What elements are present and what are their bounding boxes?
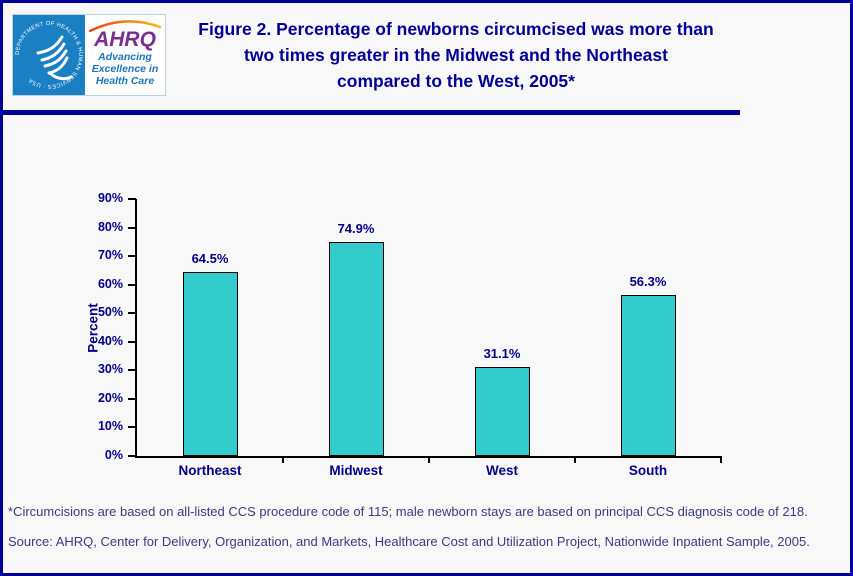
hhs-seal: DEPARTMENT OF HEALTH & HUMAN SERVICES · … — [13, 15, 85, 95]
title-divider — [3, 110, 740, 115]
bar-value-label: 64.5% — [191, 250, 229, 266]
title-line: Figure 2. Percentage of newborns circumc… — [198, 19, 714, 39]
y-tick-label: 90% — [97, 191, 123, 205]
bar-northeast — [182, 271, 238, 456]
y-tick-label: 0% — [104, 448, 123, 462]
x-tick-label: Northeast — [178, 463, 242, 478]
svg-text:DEPARTMENT OF HEALTH & HUMAN S: DEPARTMENT OF HEALTH & HUMAN SERVICES · … — [15, 21, 83, 89]
y-axis-tick — [128, 397, 136, 400]
figure-title: Figure 2. Percentage of newborns circumc… — [170, 16, 742, 94]
y-tick-label: 50% — [97, 305, 123, 320]
bar-south — [620, 295, 676, 456]
x-axis-tick — [720, 456, 722, 463]
bar-value-label: 74.9% — [337, 221, 375, 237]
y-axis-tick — [128, 198, 136, 200]
y-tick-label: 80% — [97, 219, 123, 234]
x-tick-label: South — [628, 463, 668, 478]
y-tick-label: 10% — [97, 419, 123, 434]
y-axis-tick — [128, 426, 136, 429]
bar-value-label: 56.3% — [629, 274, 667, 290]
x-axis-tick — [282, 456, 284, 463]
source-note: Source: AHRQ, Center for Delivery, Organ… — [8, 534, 810, 549]
x-tick-label: Midwest — [329, 463, 383, 478]
tagline-line: Health Care — [95, 75, 155, 87]
ahrq-acronym: AHRQ — [94, 28, 156, 51]
y-tick-label: 20% — [97, 390, 123, 405]
y-tick-label: 30% — [97, 362, 123, 377]
hhs-eagle-icon: DEPARTMENT OF HEALTH & HUMAN SERVICES · … — [15, 21, 83, 89]
y-axis-tick — [128, 226, 136, 229]
ahrq-wordmark: AHRQ Advancing Excellence in Health Care — [85, 15, 165, 95]
y-axis-tick — [128, 255, 136, 258]
hhs-ring-text: DEPARTMENT OF HEALTH & HUMAN SERVICES · … — [15, 21, 83, 89]
footnote: *Circumcisions are based on all-listed C… — [8, 504, 808, 519]
ahrq-tagline: Advancing Excellence in Health Care — [85, 51, 165, 87]
y-tick-label: 70% — [97, 248, 123, 263]
x-tick-label: West — [485, 463, 518, 478]
y-axis-tick — [128, 369, 136, 372]
y-axis-tick — [128, 312, 136, 315]
title-line: two times greater in the Midwest and the… — [244, 45, 668, 65]
x-axis-tick — [428, 456, 430, 463]
tagline-line: Excellence in — [91, 63, 159, 75]
y-axis-tick — [128, 455, 136, 457]
y-tick-label: 40% — [97, 333, 123, 348]
y-axis-tick — [128, 283, 136, 286]
tagline-line: Advancing — [98, 51, 152, 63]
ahrq-hhs-logo: DEPARTMENT OF HEALTH & HUMAN SERVICES · … — [12, 14, 166, 96]
ahrq-swoosh-icon — [88, 20, 162, 32]
y-tick-label: 60% — [97, 276, 123, 291]
bar-west — [474, 367, 530, 456]
y-axis-tick — [128, 340, 136, 343]
x-axis-tick — [574, 456, 576, 463]
plot-area: 0% 10% 20% 30% 40% 50% 60% 70% 80% 90% 64.5% Northe… — [98, 191, 722, 478]
bar-value-label: 31.1% — [483, 346, 521, 362]
bar-midwest — [328, 242, 384, 456]
title-line: compared to the West, 2005* — [337, 71, 575, 91]
